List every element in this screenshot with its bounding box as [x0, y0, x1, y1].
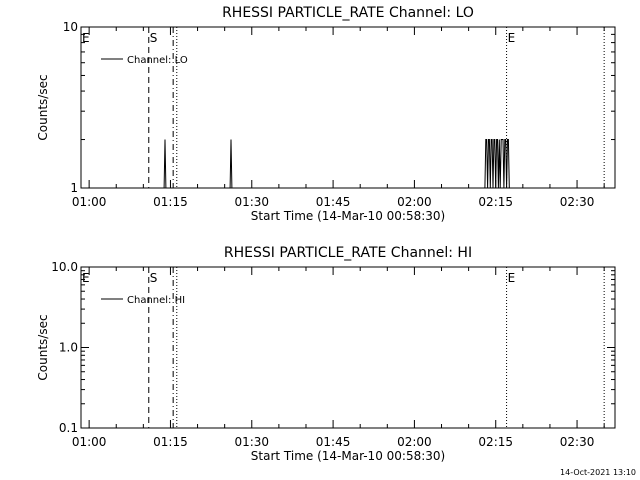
- chart-panel-hi: RHESSI PARTICLE_RATE Channel: HI 01:00 01:…: [36, 245, 616, 463]
- chart-title: RHESSI PARTICLE_RATE Channel: LO: [222, 5, 474, 21]
- x-tick-label: 01:45: [316, 195, 351, 209]
- x-axis-label: Start Time (14-Mar-10 00:58:30): [251, 209, 445, 223]
- plot-frame: [80, 26, 616, 189]
- y-tick-label: 1: [70, 181, 78, 195]
- event-marker-label: E: [82, 31, 90, 45]
- x-tick-label: 02:15: [478, 435, 513, 449]
- y-tick-label: 10.0: [51, 260, 78, 274]
- x-tick-label: 02:00: [397, 195, 432, 209]
- legend-label: Channel: LO: [127, 55, 188, 66]
- event-marker-label: E: [508, 31, 516, 45]
- x-tick-label: 01:00: [72, 435, 107, 449]
- plot-frame: [80, 266, 616, 429]
- x-tick-label: 01:15: [153, 435, 188, 449]
- y-tick-label: 0.1: [59, 421, 78, 435]
- y-tick-label: 10: [63, 20, 78, 34]
- x-tick-label: 02:30: [560, 195, 595, 209]
- y-axis-label: Counts/sec: [36, 314, 50, 380]
- x-tick-label: 01:30: [234, 435, 269, 449]
- x-tick-label: 01:45: [316, 435, 351, 449]
- x-tick-label: 01:15: [153, 195, 188, 209]
- chart-panel-lo: RHESSI PARTICLE_RATE Channel: LO 01:00 01:…: [36, 5, 616, 223]
- series-line: [162, 139, 512, 189]
- y-axis-label: Counts/sec: [36, 74, 50, 140]
- event-marker-label: E: [508, 271, 516, 285]
- x-tick-label: 02:15: [478, 195, 513, 209]
- x-axis-label: Start Time (14-Mar-10 00:58:30): [251, 449, 445, 463]
- chart-title: RHESSI PARTICLE_RATE Channel: HI: [224, 245, 472, 261]
- x-tick-label: 02:30: [560, 435, 595, 449]
- y-tick-label: 1.0: [59, 341, 78, 355]
- x-tick-label: 01:30: [234, 195, 269, 209]
- footer-timestamp: 14-Oct-2021 13:10: [560, 468, 636, 477]
- x-tick-label: 01:00: [72, 195, 107, 209]
- event-marker-label: S: [150, 271, 158, 285]
- x-tick-label: 02:00: [397, 435, 432, 449]
- event-marker-label: E: [82, 271, 90, 285]
- event-marker-label: S: [150, 31, 158, 45]
- legend-label: Channel: HI: [127, 295, 185, 306]
